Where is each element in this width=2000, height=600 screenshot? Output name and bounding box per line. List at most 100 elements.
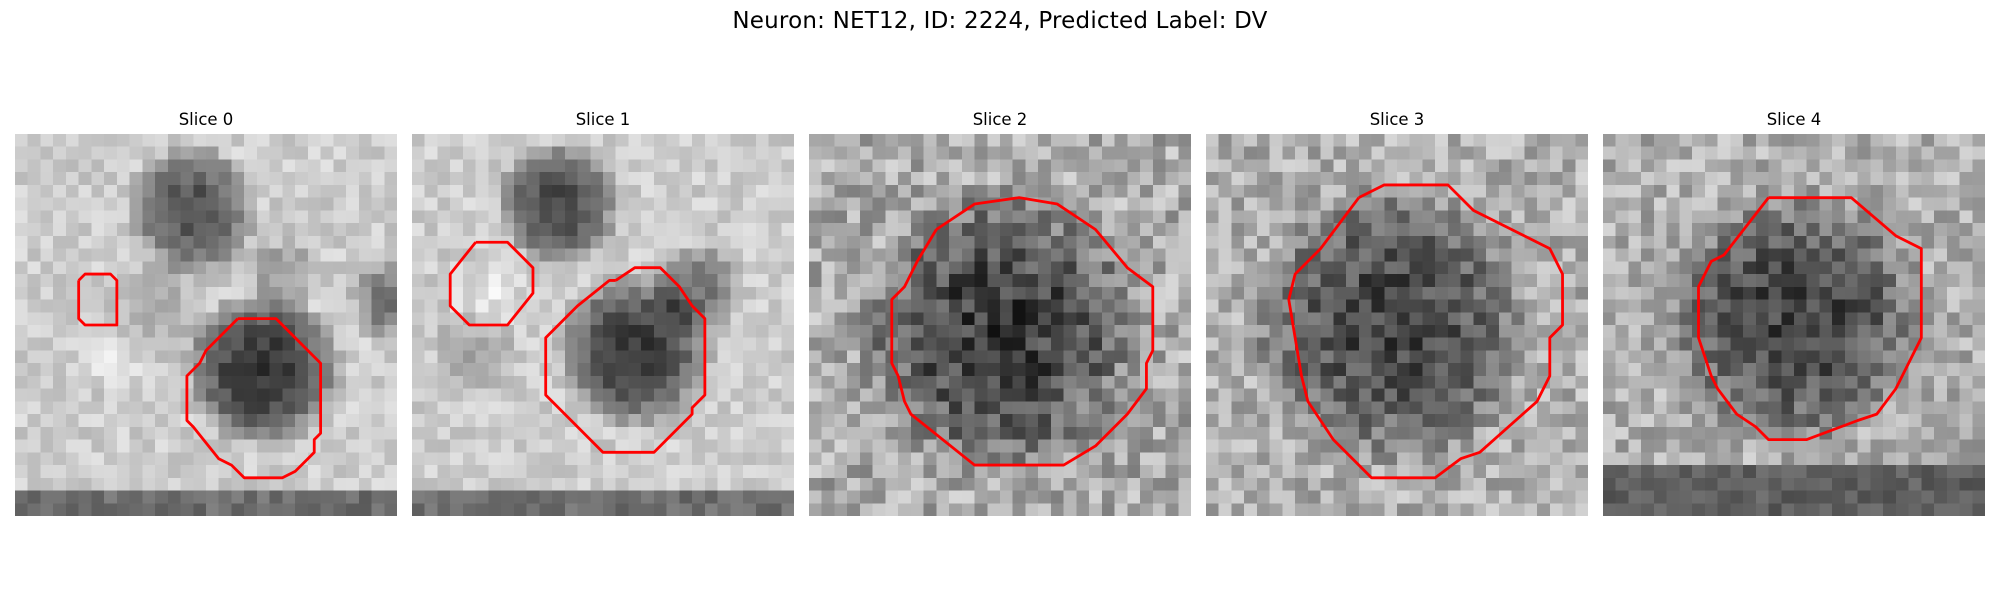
image-pixel	[117, 134, 130, 147]
image-pixel	[769, 452, 782, 465]
image-pixel	[514, 261, 527, 274]
image-pixel	[425, 274, 438, 287]
image-pixel	[1819, 478, 1832, 491]
image-pixel	[219, 185, 232, 198]
image-pixel	[1295, 172, 1308, 185]
image-pixel	[1947, 134, 1960, 147]
image-pixel	[384, 134, 397, 147]
image-pixel	[1934, 134, 1947, 147]
image-pixel	[1486, 491, 1499, 504]
image-pixel	[1013, 350, 1026, 363]
image-pixel	[1960, 312, 1973, 325]
image-pixel	[359, 236, 372, 249]
image-pixel	[1270, 287, 1283, 300]
image-pixel	[809, 401, 822, 414]
image-pixel	[219, 147, 232, 160]
image-pixel	[1769, 376, 1782, 389]
image-pixel	[321, 350, 334, 363]
image-pixel	[1166, 223, 1179, 236]
image-pixel	[1013, 249, 1026, 262]
image-pixel	[1127, 312, 1140, 325]
image-pixel	[168, 198, 181, 211]
image-pixel	[15, 210, 28, 223]
image-pixel	[628, 134, 641, 147]
image-pixel	[1206, 300, 1219, 313]
image-pixel	[730, 325, 743, 338]
image-pixel	[321, 210, 334, 223]
image-pixel	[488, 287, 501, 300]
image-pixel	[860, 338, 873, 351]
image-pixel	[40, 325, 53, 338]
image-pixel	[130, 210, 143, 223]
image-pixel	[1909, 491, 1922, 504]
image-pixel	[565, 350, 578, 363]
image-pixel	[476, 414, 489, 427]
image-pixel	[885, 198, 898, 211]
image-pixel	[155, 210, 168, 223]
image-pixel	[847, 325, 860, 338]
image-pixel	[1178, 134, 1191, 147]
image-pixel	[1244, 465, 1257, 478]
image-pixel	[730, 261, 743, 274]
image-pixel	[450, 376, 463, 389]
image-pixel	[1397, 159, 1410, 172]
image-pixel	[834, 338, 847, 351]
image-pixel	[1654, 338, 1667, 351]
image-pixel	[1461, 363, 1474, 376]
image-pixel	[1743, 452, 1756, 465]
image-pixel	[1025, 503, 1038, 516]
image-pixel	[372, 465, 385, 478]
image-pixel	[1448, 274, 1461, 287]
image-pixel	[1473, 261, 1486, 274]
image-pixel	[1896, 223, 1909, 236]
image-pixel	[1845, 465, 1858, 478]
image-pixel	[40, 274, 53, 287]
image-pixel	[1654, 491, 1667, 504]
image-pixel	[1909, 478, 1922, 491]
image-pixel	[718, 452, 731, 465]
image-pixel	[193, 503, 206, 516]
image-pixel	[1473, 300, 1486, 313]
image-pixel	[1231, 427, 1244, 440]
image-pixel	[1896, 350, 1909, 363]
image-pixel	[282, 287, 295, 300]
image-pixel	[412, 465, 425, 478]
image-pixel	[962, 491, 975, 504]
image-pixel	[1896, 465, 1909, 478]
image-pixel	[1730, 287, 1743, 300]
image-pixel	[847, 147, 860, 160]
image-pixel	[1102, 172, 1115, 185]
image-pixel	[282, 389, 295, 402]
image-pixel	[28, 300, 41, 313]
image-pixel	[384, 503, 397, 516]
image-pixel	[552, 414, 565, 427]
image-pixel	[1219, 503, 1232, 516]
image-pixel	[1166, 300, 1179, 313]
image-pixel	[1743, 363, 1756, 376]
image-pixel	[628, 350, 641, 363]
image-pixel	[1705, 287, 1718, 300]
image-pixel	[1575, 452, 1588, 465]
image-pixel	[15, 503, 28, 516]
image-pixel	[1025, 134, 1038, 147]
image-pixel	[628, 159, 641, 172]
image-pixel	[822, 401, 835, 414]
image-pixel	[1730, 338, 1743, 351]
image-pixel	[730, 172, 743, 185]
image-pixel	[1512, 503, 1525, 516]
image-pixel	[1870, 274, 1883, 287]
image-pixel	[1972, 503, 1985, 516]
image-pixel	[1166, 363, 1179, 376]
image-pixel	[911, 300, 924, 313]
image-pixel	[1883, 478, 1896, 491]
image-pixel	[130, 389, 143, 402]
image-pixel	[873, 185, 886, 198]
image-pixel	[1654, 465, 1667, 478]
image-pixel	[578, 185, 591, 198]
image-pixel	[1616, 363, 1629, 376]
image-pixel	[822, 465, 835, 478]
image-pixel	[501, 159, 514, 172]
image-pixel	[911, 236, 924, 249]
image-pixel	[1435, 503, 1448, 516]
image-pixel	[1718, 223, 1731, 236]
